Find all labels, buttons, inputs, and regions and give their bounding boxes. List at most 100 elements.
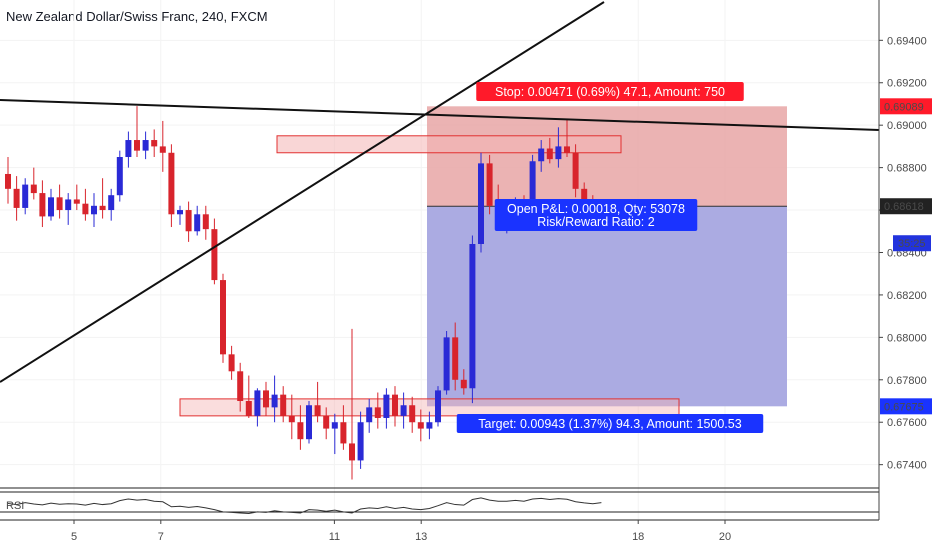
trend-lines bbox=[0, 1, 880, 383]
price-tick-label: 0.67400 bbox=[887, 460, 927, 472]
candle-body bbox=[288, 415, 295, 423]
candle-body bbox=[443, 337, 450, 391]
ascending-trend-line[interactable] bbox=[0, 1, 605, 383]
candle-body bbox=[383, 394, 390, 418]
last-price-tag-text: 0.68618 bbox=[884, 201, 924, 213]
candle-body bbox=[245, 401, 252, 416]
stop-price-tag-text: 0.69089 bbox=[884, 101, 924, 113]
candle-body bbox=[417, 422, 424, 429]
candle-body bbox=[564, 146, 570, 153]
candle-body bbox=[159, 146, 166, 153]
candle-body bbox=[306, 405, 312, 440]
candle-body bbox=[400, 405, 407, 416]
rsi-label: RSI bbox=[6, 500, 24, 512]
candle-body bbox=[125, 140, 132, 158]
candle-body bbox=[529, 161, 536, 215]
candle-body bbox=[211, 229, 218, 281]
candle-body bbox=[22, 184, 29, 208]
rsi-line bbox=[7, 497, 602, 515]
candle-body bbox=[13, 188, 20, 208]
candle-body bbox=[151, 140, 158, 147]
candle-body bbox=[280, 394, 287, 416]
candle-body bbox=[340, 422, 347, 444]
candle-body bbox=[323, 415, 330, 429]
candle-body bbox=[392, 394, 398, 416]
price-tick-label: 0.67800 bbox=[887, 375, 927, 387]
target-label[interactable] bbox=[456, 414, 764, 433]
candle-body bbox=[435, 390, 441, 423]
candle-body bbox=[194, 214, 201, 232]
candle-body bbox=[538, 148, 545, 162]
candle-body bbox=[546, 148, 553, 160]
candle-body bbox=[486, 163, 493, 206]
candle-body bbox=[185, 210, 192, 232]
candle-body bbox=[349, 443, 355, 461]
candle-body bbox=[65, 199, 72, 211]
candle-body bbox=[48, 197, 54, 217]
candle-body bbox=[177, 210, 183, 215]
resistance-zone[interactable] bbox=[276, 135, 622, 154]
last-price-tag bbox=[880, 198, 932, 215]
candle-body bbox=[478, 163, 484, 244]
candle-body bbox=[331, 422, 338, 429]
trade-labels: Stop: 0.00471 (0.69%) 47.1, Amount: 750 O… bbox=[456, 82, 764, 433]
target-price-tag-text: 0.67675 bbox=[884, 401, 924, 413]
time-tick-label: 7 bbox=[158, 531, 164, 543]
candle-body bbox=[99, 205, 106, 211]
price-tick-label: 0.69400 bbox=[887, 35, 927, 47]
time-tick-label: 20 bbox=[719, 531, 731, 543]
candle-body bbox=[254, 390, 261, 416]
price-tick-label: 0.68000 bbox=[887, 332, 927, 344]
stop-label-text: Stop: 0.00471 (0.69%) 47.1, Amount: 750 bbox=[495, 85, 725, 99]
candle-body bbox=[581, 188, 588, 206]
candle-body bbox=[56, 197, 63, 211]
resistance-trend-line[interactable] bbox=[0, 99, 880, 131]
candle-body bbox=[263, 390, 269, 408]
candle-body bbox=[116, 157, 123, 196]
candle-body bbox=[572, 152, 579, 189]
candle-body bbox=[168, 152, 175, 215]
time-tick-label: 5 bbox=[71, 531, 77, 543]
candle-body bbox=[237, 371, 244, 402]
price-tick-label: 0.68800 bbox=[887, 163, 927, 175]
stop-label[interactable] bbox=[476, 82, 744, 101]
candle-body bbox=[39, 193, 46, 217]
candle-body bbox=[91, 205, 97, 215]
sr-zones bbox=[179, 135, 680, 417]
candle-body bbox=[297, 422, 304, 440]
price-tick-label: 0.67600 bbox=[887, 417, 927, 429]
candle-body bbox=[228, 354, 235, 372]
time-tick-label: 13 bbox=[415, 531, 427, 543]
price-tick-label: 0.69000 bbox=[887, 120, 927, 132]
candle-body bbox=[452, 337, 459, 380]
price-tick-label: 0.69200 bbox=[887, 78, 927, 90]
countdown-tag bbox=[893, 235, 931, 252]
candle-body bbox=[409, 405, 416, 423]
price-axis: 0.694000.692000.690000.688000.686000.684… bbox=[878, 0, 932, 520]
price-tick-label: 0.68200 bbox=[887, 290, 927, 302]
countdown-text: 35:25 bbox=[898, 238, 926, 250]
candle-body bbox=[142, 140, 149, 151]
candle-body bbox=[555, 146, 562, 160]
target-price-tag bbox=[880, 398, 932, 415]
candle-body bbox=[30, 184, 37, 194]
position-zones bbox=[427, 106, 787, 407]
candle-body bbox=[73, 199, 80, 204]
candle-body bbox=[374, 407, 381, 418]
take-profit-zone[interactable] bbox=[427, 206, 787, 407]
pnl-label[interactable] bbox=[494, 199, 698, 231]
time-tick-label: 11 bbox=[329, 531, 340, 543]
pnl-label-text: Risk/Reward Ratio: 2 bbox=[537, 215, 654, 229]
candle-body bbox=[271, 394, 278, 408]
time-axis: 57111318202527Mar bbox=[71, 520, 731, 543]
candle-body bbox=[5, 173, 11, 189]
candle-body bbox=[314, 405, 321, 416]
candle-body bbox=[108, 195, 115, 211]
rsi-pane: RSI bbox=[0, 487, 879, 521]
candle-body bbox=[202, 214, 209, 230]
candle-body bbox=[357, 422, 364, 461]
candle-body bbox=[469, 244, 476, 389]
candle-body bbox=[460, 379, 467, 389]
stop-price-tag bbox=[880, 98, 932, 115]
